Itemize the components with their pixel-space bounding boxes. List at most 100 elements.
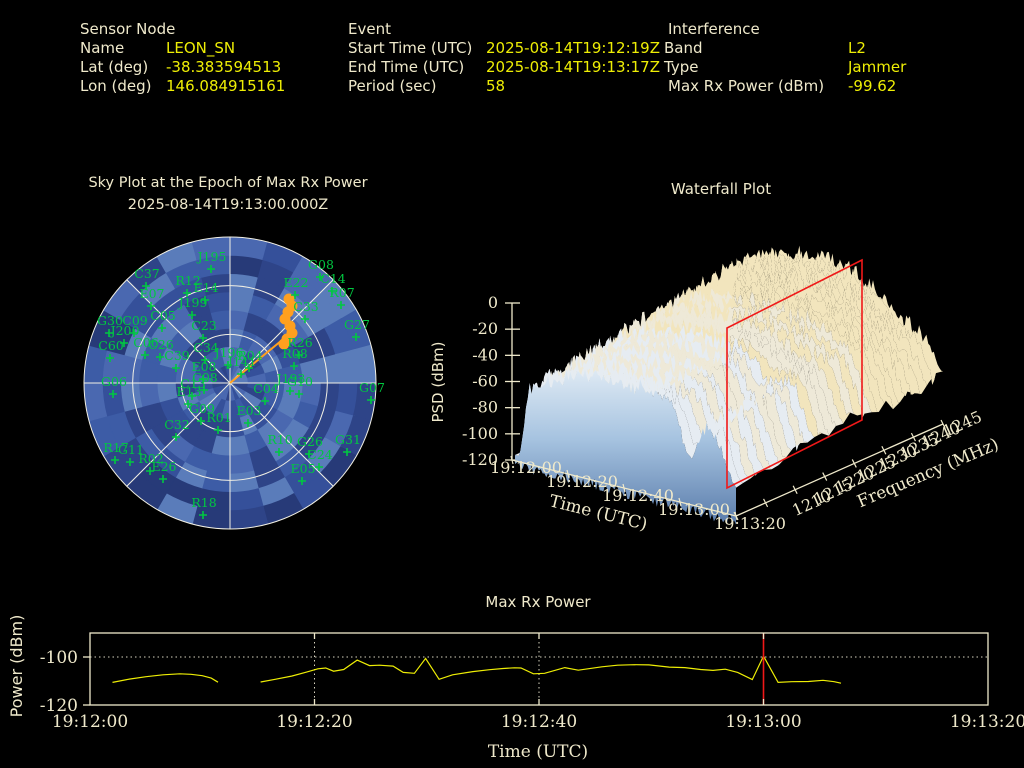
power-plot-title: Max Rx Power — [485, 593, 591, 611]
satellite-marker — [158, 324, 166, 332]
y-tick-label: -120 — [40, 696, 78, 716]
satellite-marker — [367, 396, 375, 404]
satellite-marker — [197, 417, 205, 425]
satellite-marker — [224, 361, 232, 369]
event-end-value: 2025-08-14T19:13:17Z — [486, 58, 660, 76]
sensor-name-value: LEON_SN — [166, 39, 236, 57]
satellite-label: C32 — [164, 417, 189, 432]
satellite-marker — [343, 448, 351, 456]
interference-bearing-marker — [229, 293, 298, 384]
satellite-marker — [199, 334, 207, 342]
sky-plot-title: Sky Plot at the Epoch of Max Rx Power — [88, 175, 367, 191]
sky-plot-subtitle: 2025-08-14T19:13:00.000Z — [128, 197, 329, 213]
satellite-marker — [201, 356, 209, 364]
power-plot-xlabel: Time (UTC) — [488, 742, 588, 762]
sensor-lon-label: Lon (deg) — [80, 77, 152, 95]
waterfall-psd-axis-label: PSD (dBm) — [429, 341, 447, 422]
satellite-marker — [214, 426, 222, 434]
satellite-label: R01 — [206, 410, 231, 425]
power-trace — [112, 673, 219, 683]
satellite-marker — [126, 458, 134, 466]
satellite-label: E13 — [176, 384, 201, 399]
satellite-marker — [207, 265, 215, 273]
waterfall-plot: Waterfall Plot PSD (dBm) 0 -20 -40 -60 -80 -1… — [429, 180, 1002, 535]
psd-tick-label: 0 — [488, 293, 498, 312]
satellite-marker — [328, 287, 336, 295]
satellite-label: R12 — [175, 273, 200, 288]
power-plot-trace — [112, 633, 842, 705]
satellite-label: R08 — [282, 346, 307, 361]
satellite-label: C05 — [150, 308, 175, 323]
time-tick — [622, 483, 626, 493]
satellite-marker — [146, 467, 154, 475]
satellite-label: R10 — [267, 432, 292, 447]
satellite-label: G10 — [287, 374, 313, 389]
satellite-marker — [286, 387, 294, 395]
satellite-label: E14 — [193, 280, 218, 295]
psd-tick-label: -100 — [462, 424, 498, 443]
satellite-label: J200 — [109, 323, 140, 338]
satellite-marker — [172, 433, 180, 441]
sensor-node-title: Sensor Node — [80, 20, 176, 38]
satellite-marker — [184, 400, 192, 408]
interference-maxpower-value: -99.62 — [848, 77, 897, 95]
interference-bearing-line — [229, 335, 288, 384]
waterfall-surface-slice — [672, 270, 901, 410]
satellite-label: C26 — [148, 337, 174, 352]
x-tick-label: 19:13:00 — [725, 712, 801, 732]
power-trace — [260, 654, 842, 684]
satellite-label: E26 — [151, 459, 176, 474]
satellite-marker — [120, 339, 128, 347]
satellite-label: G07 — [359, 380, 385, 395]
power-plot-frame: 19:12:00 19:12:20 19:12:40 19:13:00 19:13:20… — [40, 632, 1024, 732]
satellite-marker — [201, 296, 209, 304]
waterfall-surface-slice — [679, 267, 908, 403]
satellite-marker — [275, 448, 283, 456]
satellite-marker — [295, 351, 303, 359]
x-tick-label: 19:12:20 — [276, 712, 352, 732]
max-rx-power-plot: Max Rx Power Power (dBm) Time (UTC) 19:1… — [7, 593, 1024, 762]
waterfall-surface-slice — [686, 261, 915, 397]
psd-tick-label: -80 — [472, 398, 498, 417]
waterfall-surface-slice — [664, 276, 893, 410]
satellite-marker — [188, 392, 196, 400]
satellite-marker — [159, 475, 167, 483]
satellite-label: E22 — [283, 275, 308, 290]
satellite-label: C09 — [122, 313, 148, 328]
satellite-marker — [172, 364, 180, 372]
waterfall-epoch-highlight-plane — [726, 258, 863, 490]
satellite-label: C37 — [134, 266, 160, 281]
sky-plot: Sky Plot at the Epoch of Max Rx Power 20… — [83, 175, 385, 530]
satellite-marker — [130, 329, 138, 337]
satellite-label: R02 — [138, 451, 163, 466]
satellite-marker — [156, 353, 164, 361]
epoch-highlight-plane — [726, 258, 863, 490]
event-end-label: End Time (UTC) — [348, 58, 465, 76]
sensor-name-label: Name — [80, 39, 125, 57]
waterfall-surface-slice — [643, 288, 872, 418]
satellite-label: G11 — [118, 442, 144, 457]
satellite-marker — [183, 289, 191, 297]
satellite-marker — [111, 456, 119, 464]
satellite-label: C08 — [192, 370, 218, 385]
satellite-label: C14 — [320, 271, 346, 286]
satellite-label: G30 — [97, 313, 123, 328]
satellite-label: R26 — [287, 335, 312, 350]
waterfall-surface-slice — [515, 369, 736, 525]
time-tick-label: 19:13:00 — [658, 500, 730, 519]
satellite-label: C04 — [253, 381, 279, 396]
satellite-marker — [295, 390, 303, 398]
satellite-marker — [142, 282, 150, 290]
frequency-tick — [822, 472, 828, 481]
satellite-marker — [337, 301, 345, 309]
time-tick — [566, 469, 570, 479]
satellite-marker — [245, 364, 253, 372]
satellite-marker — [105, 329, 113, 337]
satellite-label: C34 — [193, 340, 219, 355]
interference-blob-dot — [278, 338, 290, 350]
satellite-label: C39 — [164, 348, 190, 363]
power-plot-ylabel: Power (dBm) — [7, 615, 26, 718]
frequency-tick — [792, 485, 798, 494]
event-start-label: Start Time (UTC) — [348, 39, 473, 57]
satellite-marker — [109, 390, 117, 398]
